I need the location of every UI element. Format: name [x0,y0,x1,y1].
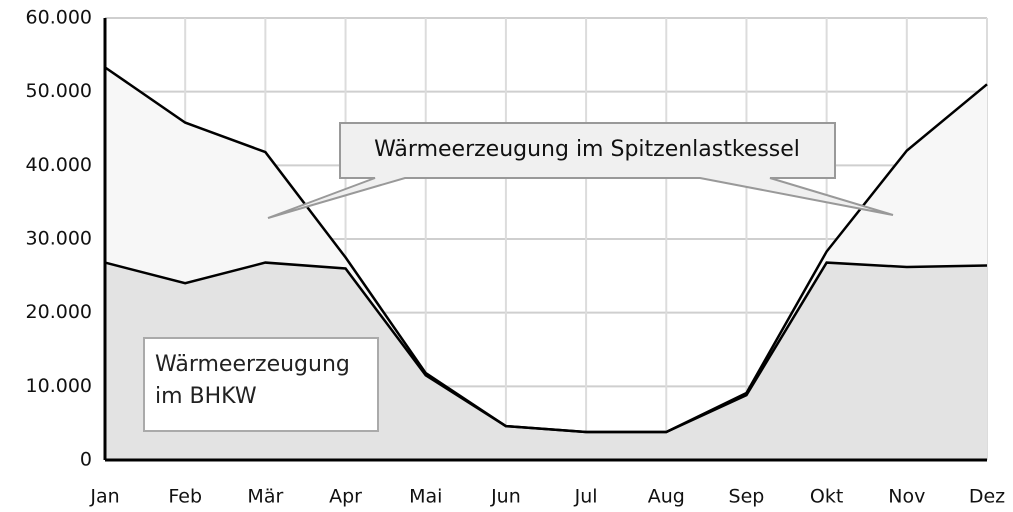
x-tick-label: Jan [89,486,119,508]
x-tick-label: Sep [729,486,765,508]
y-tick-label: 40.000 [26,154,92,176]
x-tick-label: Feb [168,486,202,508]
callout-label: Wärmeerzeugung im Spitzenlastkessel [374,137,800,162]
x-tick-label: Mai [409,486,442,508]
x-tick-label: Jun [490,486,521,508]
x-tick-label: Dez [969,486,1005,508]
line [104,66,988,434]
x-tick-label: Aug [648,486,685,508]
y-tick-label: 60.000 [26,7,92,29]
x-tick-label: Okt [810,486,843,508]
x-tick-label: Apr [329,486,362,508]
x-tick-label: Mär [247,486,283,508]
y-tick-label: 10.000 [26,375,92,397]
y-tick-label: 0 [80,449,92,471]
bhkw-label: Wärmeerzeugung im BHKW [143,337,379,432]
y-tick-label: 50.000 [26,80,92,102]
x-tick-label: Jul [574,486,598,508]
y-tick-label: 30.000 [26,228,92,250]
y-tick-label: 20.000 [26,301,92,323]
area [105,67,987,433]
callout [267,122,894,219]
x-tick-label: Nov [888,486,925,508]
